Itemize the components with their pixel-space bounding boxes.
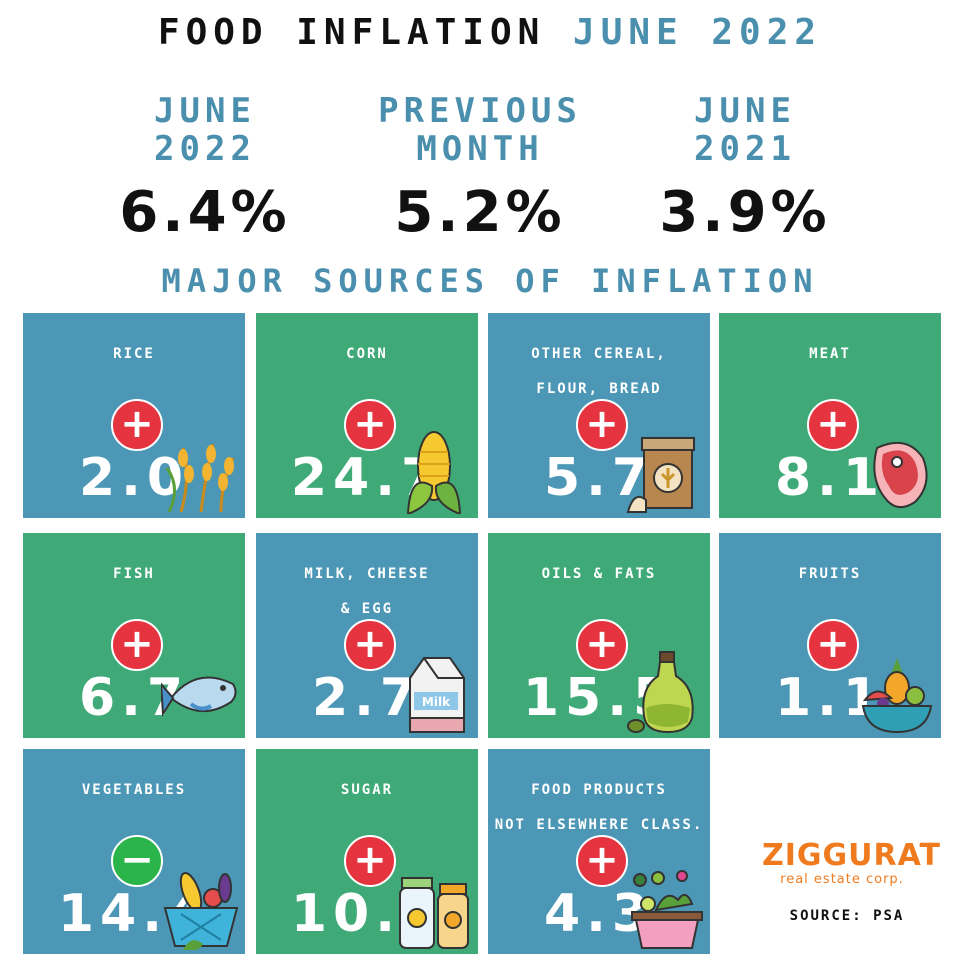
tile-label: CORN [346, 346, 388, 362]
corn-icon [394, 428, 474, 516]
plus-icon: + [111, 399, 163, 451]
tile-corn: CORN +24.7 [256, 313, 478, 518]
stat-june-2022: JUNE 2022 6.4% [60, 92, 350, 245]
plus-icon: + [344, 399, 396, 451]
tile-food-products-not-elsewhere-class: FOOD PRODUCTS NOT ELSEWHERE CLASS. +4.3 [488, 749, 710, 954]
plus-icon: + [344, 835, 396, 887]
tile-fruits: FRUITS +1.1 [719, 533, 941, 738]
tile-value: 1.1 [774, 668, 886, 728]
plus-icon: + [576, 619, 628, 671]
tile-vegetables: VEGETABLES −14.4 [23, 749, 245, 954]
food-basket-icon [626, 864, 706, 950]
svg-text:Milk: Milk [422, 695, 451, 709]
fish-icon [159, 648, 241, 734]
ziggurat-logo: ZIGGURAT real estate corp. [762, 838, 941, 888]
plus-icon: + [576, 399, 628, 451]
tile-label: OTHER CEREAL, FLOUR, BREAD [531, 346, 667, 397]
tile-value: 5.7 [543, 448, 655, 508]
tile-label: FISH [113, 566, 155, 582]
minus-icon: − [111, 835, 163, 887]
tile-meat: MEAT +8.1 [719, 313, 941, 518]
plus-icon: + [576, 835, 628, 887]
stat-label: JUNE 2021 [694, 91, 796, 169]
tile-label: OILS & FATS [541, 566, 657, 582]
title-highlight: JUNE 2022 [573, 12, 823, 53]
stat-value: 3.9% [659, 180, 831, 245]
meat-icon [857, 428, 937, 514]
stat-june-2021: JUNE 2021 3.9% [600, 92, 890, 245]
sugar-bottles-icon [394, 864, 474, 950]
tile-value: 8.1 [774, 448, 886, 508]
source-note: SOURCE: PSA [789, 908, 905, 924]
logo-brand: ZIGGURAT [762, 838, 941, 873]
tile-label: MILK, CHEESE & EGG [304, 566, 430, 617]
section-title: MAJOR SOURCES OF INFLATION [161, 262, 819, 300]
rice-icon [161, 428, 241, 514]
stat-value: 6.4% [119, 180, 291, 245]
tile-oils-fats: OILS & FATS +15.5 [488, 533, 710, 738]
title-prefix: FOOD INFLATION [157, 12, 546, 53]
tile-milk-cheese-egg: MILK, CHEESE & EGG +2.7 Milk [256, 533, 478, 738]
plus-icon: + [111, 619, 163, 671]
tile-rice: RICE +2.0 [23, 313, 245, 518]
tile-label: SUGAR [340, 782, 394, 798]
tile-value: 2.0 [78, 448, 190, 508]
tile-value: 2.7 [311, 668, 423, 728]
tile-value: 4.3 [543, 884, 655, 944]
fruit-bowl-icon [857, 648, 937, 734]
milk-carton-icon: Milk [394, 648, 474, 734]
logo-subtitle: real estate corp. [780, 872, 904, 887]
tile-other-cereal-flour-bread: OTHER CEREAL, FLOUR, BREAD +5.7 [488, 313, 710, 518]
plus-icon: + [807, 399, 859, 451]
oil-bottle-icon [626, 648, 706, 734]
tile-fish: FISH +6.7 [23, 533, 245, 738]
tile-label: FOOD PRODUCTS NOT ELSEWHERE CLASS. [494, 782, 704, 833]
tile-label: VEGETABLES [81, 782, 187, 798]
stat-previous-month: PREVIOUS MONTH 5.2% [335, 92, 625, 245]
flour-sack-icon [626, 428, 706, 514]
tile-sugar: SUGAR +10.9 [256, 749, 478, 954]
stat-value: 5.2% [394, 180, 566, 245]
tile-label: RICE [113, 346, 155, 362]
plus-icon: + [807, 619, 859, 671]
tile-label: FRUITS [798, 566, 862, 582]
page-title: FOOD INFLATION JUNE 2022 [0, 12, 980, 53]
tile-label: MEAT [809, 346, 851, 362]
stat-label: JUNE 2022 [154, 91, 256, 169]
stat-label: PREVIOUS MONTH [378, 91, 582, 169]
plus-icon: + [344, 619, 396, 671]
vegetable-basket-icon [161, 864, 241, 952]
